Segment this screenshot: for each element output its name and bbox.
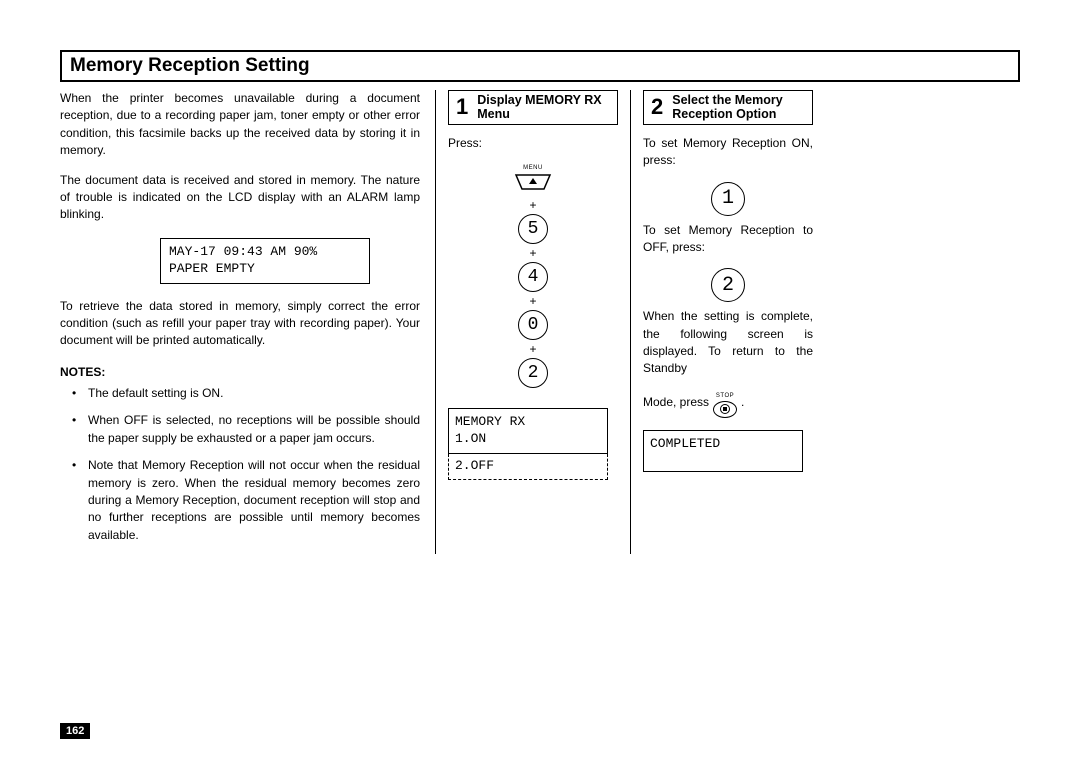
key-4: 4 — [518, 262, 548, 292]
mode-press-line: Mode, press STOP . — [643, 390, 813, 416]
mode-text-pre: Mode, press — [643, 394, 709, 411]
intro-paragraph-3: To retrieve the data stored in memory, s… — [60, 298, 420, 350]
mode-text-post: . — [741, 394, 744, 411]
lcd-line-2: PAPER EMPTY — [169, 261, 361, 278]
notes-heading: NOTES: — [60, 364, 420, 381]
step-2-header: 2 Select the Memory Reception Option — [643, 90, 813, 125]
complete-text: When the setting is complete, the follow… — [643, 308, 813, 378]
stop-button-icon: STOP — [713, 392, 737, 418]
intro-paragraph-2: The document data is received and stored… — [60, 172, 420, 224]
lcd-memory-rx: MEMORY RX 1.ON — [448, 408, 608, 454]
lcd-line: MEMORY RX — [455, 414, 601, 431]
lcd-line-1: MAY-17 09:43 AM 90% — [169, 244, 361, 261]
stop-label: STOP — [716, 392, 734, 401]
step-1-header: 1 Display MEMORY RX Menu — [448, 90, 618, 125]
press-label: Press: — [448, 135, 618, 152]
plus-icon: + — [529, 295, 536, 307]
set-off-text: To set Memory Reception to OFF, press: — [643, 222, 813, 257]
menu-label: MENU — [514, 164, 552, 173]
plus-icon: + — [529, 343, 536, 355]
column-intro: When the printer becomes unavailable dur… — [60, 90, 435, 554]
column-step-1: 1 Display MEMORY RX Menu Press: MENU + 5… — [435, 90, 630, 554]
lcd-display-example: MAY-17 09:43 AM 90% PAPER EMPTY — [160, 238, 370, 284]
key-5: 5 — [518, 214, 548, 244]
lcd-memory-rx-opt2: 2.OFF — [448, 454, 608, 480]
column-step-2: 2 Select the Memory Reception Option To … — [630, 90, 825, 554]
note-item: Note that Memory Reception will not occu… — [66, 457, 420, 544]
plus-icon: + — [529, 199, 536, 211]
step-title: Select the Memory Reception Option — [672, 93, 808, 122]
set-on-text: To set Memory Reception ON, press: — [643, 135, 813, 170]
note-item: When OFF is selected, no receptions will… — [66, 412, 420, 447]
key-sequence: MENU + 5 + 4 + 0 + 2 — [448, 164, 618, 388]
lcd-line: 1.ON — [455, 431, 601, 448]
step-number: 1 — [453, 96, 471, 118]
page-number: 162 — [60, 723, 90, 739]
page-title: Memory Reception Setting — [60, 50, 1020, 82]
key-2: 2 — [711, 268, 745, 302]
intro-paragraph-1: When the printer becomes unavailable dur… — [60, 90, 420, 160]
lcd-line: 2.OFF — [455, 457, 601, 476]
step-number: 2 — [648, 96, 666, 118]
notes-list: The default setting is ON. When OFF is s… — [60, 385, 420, 544]
step-title: Display MEMORY RX Menu — [477, 93, 613, 122]
plus-icon: + — [529, 247, 536, 259]
key-2: 2 — [518, 358, 548, 388]
content-columns: When the printer becomes unavailable dur… — [60, 90, 1020, 554]
lcd-line: COMPLETED — [650, 436, 796, 453]
lcd-completed: COMPLETED — [643, 430, 803, 472]
note-item: The default setting is ON. — [66, 385, 420, 402]
key-0: 0 — [518, 310, 548, 340]
menu-button-icon: MENU — [514, 164, 552, 196]
key-1: 1 — [711, 182, 745, 216]
